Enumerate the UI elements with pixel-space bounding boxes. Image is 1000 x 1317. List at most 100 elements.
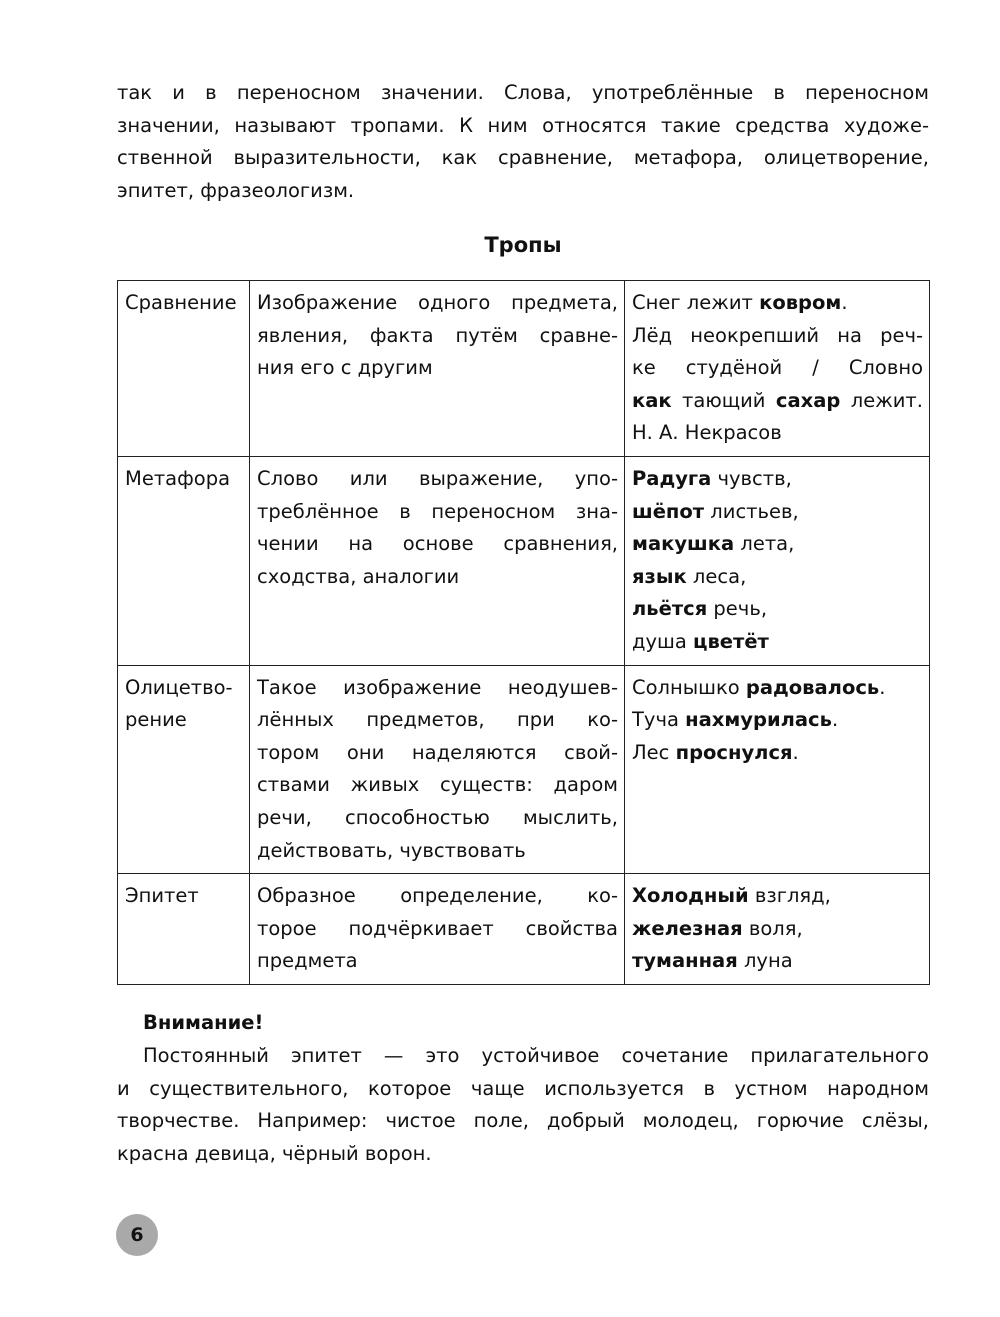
example-text: ке студёной / Словно <box>632 356 923 380</box>
cell-line: чении на основе сравнения, <box>257 532 618 556</box>
cell-line: Образное определение, ко- <box>257 884 618 908</box>
example-line: Туча нахмурилась. <box>632 704 923 737</box>
example-line: железная воля, <box>632 913 923 946</box>
example-text: душа <box>632 629 694 653</box>
table-row: Метафора Слово или выражение, упо-треблён… <box>117 455 930 666</box>
cell-line: Изображение одного предмета, <box>257 291 618 314</box>
highlighted-word: Радуга <box>632 466 712 490</box>
example-text: листьев, <box>704 499 799 523</box>
highlighted-word: Холодный <box>632 884 749 908</box>
table-row: Сравнение Изображение одного предмета, явл… <box>117 280 930 457</box>
highlighted-word: шёпот <box>632 499 705 523</box>
example-line: Лес проснулся. <box>632 737 923 770</box>
text-line: так и в переносном значении. Слова, упот… <box>117 81 929 104</box>
example-text: Солнышко <box>632 675 746 699</box>
highlighted-word: проснулся <box>675 740 793 764</box>
example-line: язык леса, <box>632 561 923 594</box>
example-text: . <box>831 708 839 732</box>
example-text: лежит. <box>840 388 923 412</box>
example-text: Лёд неокрепший на реч- <box>632 323 923 347</box>
cell-line: сходства, аналогии <box>257 564 460 588</box>
cell-line: Эпитет <box>125 884 199 908</box>
example-line: льётся речь, <box>632 593 923 626</box>
trope-definition: Слово или выражение, упо-треблённое в пе… <box>249 455 625 666</box>
text-line: творчестве. Например: чистое поле, добры… <box>117 1109 929 1133</box>
example-line: шёпот листьев, <box>632 496 923 529</box>
trope-definition: Такое изображение неодушев-лённых предме… <box>249 664 625 875</box>
trope-examples: Солнышко радовалось. Туча нахмурилась. Лес… <box>624 664 930 875</box>
trope-definition: Образное определение, ко-торое подчёркив… <box>249 873 625 985</box>
attention-paragraph: Постоянный эпитет — это устойчивое сочет… <box>117 1040 929 1170</box>
cell-line: тором они наделяются свой- <box>257 740 618 764</box>
text-line: и существительного, которое чаще использ… <box>117 1076 929 1100</box>
cell-line: явления, факта путём сравне- <box>257 323 618 347</box>
example-text: взгляд, <box>748 884 831 908</box>
highlighted-word: ковром <box>759 291 842 314</box>
text-line: эпитет, фразеологизм. <box>117 178 355 202</box>
example-line: как тающий сахар лежит. <box>632 385 923 418</box>
cell-line: ния его с другим <box>257 356 433 380</box>
trope-name: Метафора <box>117 455 250 666</box>
highlighted-word: туманная <box>632 949 738 973</box>
table-row: Эпитет Образное определение, ко-торое под… <box>117 873 930 985</box>
highlighted-word: радовалось <box>745 675 880 699</box>
intro-paragraph: так и в переносном значении. Слова, упот… <box>117 77 929 207</box>
example-text: . <box>792 740 799 764</box>
example-line: Солнышко радовалось. <box>632 672 923 705</box>
cell-line: Метафора <box>125 466 231 490</box>
table-row: Олицетво-рение Такое изображение неодушев… <box>117 664 930 875</box>
example-text: Снег лежит <box>632 291 760 314</box>
example-text: Лес <box>632 740 676 764</box>
table-title: Тропы <box>484 233 562 257</box>
text-line: ственной выразительности, как сравнение,… <box>117 146 929 170</box>
trope-name: Олицетво-рение <box>117 664 250 875</box>
example-text: леса, <box>686 564 747 588</box>
cell-line: речи, способностью мыслить, <box>257 805 618 829</box>
example-text: речь, <box>707 597 768 621</box>
trope-examples: Радуга чувств, шёпот листьев, макушка лета… <box>624 455 930 666</box>
cell-line: Слово или выражение, упо- <box>257 466 618 490</box>
text-line: значении, называют тропами. К ним относя… <box>117 113 929 137</box>
cell-line: лённых предметов, при ко- <box>257 708 618 732</box>
highlighted-word: как <box>632 388 672 412</box>
cell-line: Сравнение <box>125 291 237 314</box>
example-text: Туча <box>632 708 686 732</box>
highlighted-word: цветёт <box>693 629 769 653</box>
example-text: тающий <box>671 388 776 412</box>
highlighted-word: сахар <box>775 388 841 412</box>
attention-heading: Внимание! <box>143 1011 264 1034</box>
highlighted-word: язык <box>632 564 687 588</box>
cell-line: действовать, чувствовать <box>257 838 526 862</box>
cell-line: предмета <box>257 949 358 973</box>
cell-line: треблённое в переносном зна- <box>257 499 618 523</box>
example-line: душа цветёт <box>632 626 923 659</box>
tropes-table: Сравнение Изображение одного предмета, явл… <box>117 280 930 985</box>
cell-line: рение <box>125 708 187 732</box>
example-text: . <box>879 675 886 699</box>
example-line: Снег лежит ковром. <box>632 287 923 320</box>
example-text: лета, <box>734 532 795 556</box>
trope-name: Эпитет <box>117 873 250 985</box>
trope-examples: Холодный взгляд, железная воля, туманная л… <box>624 873 930 985</box>
example-text: воля, <box>742 916 803 940</box>
text-line: красна девица, чёрный ворон. <box>117 1141 432 1165</box>
example-text: Н. А. Некрасов <box>632 421 782 445</box>
text-line: Постоянный эпитет — это устойчивое сочет… <box>143 1044 929 1067</box>
example-line: Лёд неокрепший на реч- <box>632 320 923 353</box>
cell-line: ствами живых существ: даром <box>257 773 618 797</box>
page-number: 6 <box>116 1214 158 1256</box>
example-text: . <box>841 291 848 314</box>
cell-line: торое подчёркивает свойства <box>257 916 618 940</box>
example-line: Н. А. Некрасов <box>632 417 923 450</box>
cell-line: Такое изображение неодушев- <box>257 675 618 699</box>
example-text: чувств, <box>711 466 792 490</box>
example-line: туманная луна <box>632 945 923 978</box>
highlighted-word: железная <box>632 916 743 940</box>
trope-name: Сравнение <box>117 280 250 457</box>
trope-definition: Изображение одного предмета, явления, фак… <box>249 280 625 457</box>
example-line: макушка лета, <box>632 528 923 561</box>
cell-line: Олицетво- <box>125 675 233 699</box>
highlighted-word: льётся <box>632 597 708 621</box>
trope-examples: Снег лежит ковром. Лёд неокрепший на реч-… <box>624 280 930 457</box>
